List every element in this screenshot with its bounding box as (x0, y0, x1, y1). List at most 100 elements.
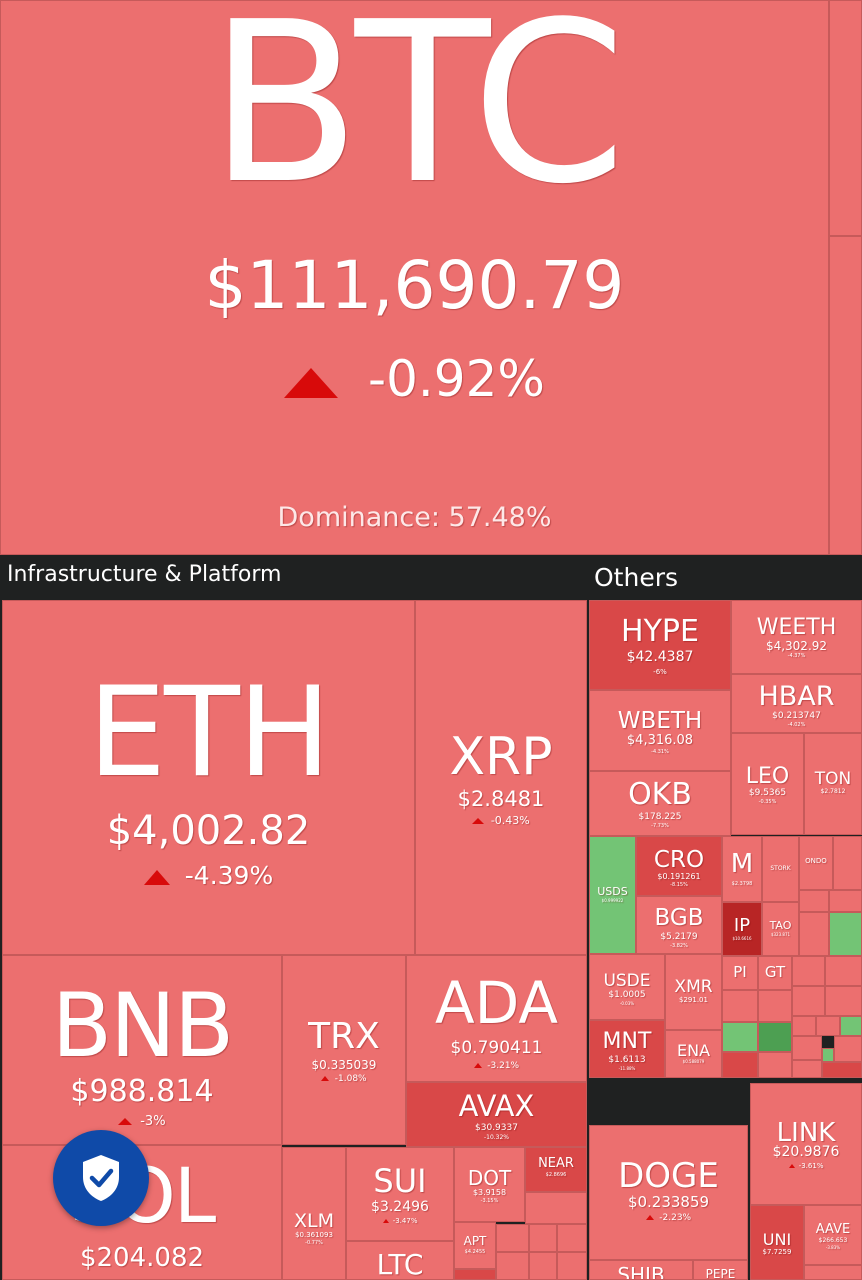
tile-infra-s2[interactable] (496, 1224, 529, 1252)
tile-small-a[interactable] (829, 0, 862, 236)
tile-infra-s8[interactable] (454, 1269, 496, 1280)
tile-other-s8[interactable] (722, 990, 758, 1022)
tile-other-s14[interactable] (792, 1016, 816, 1036)
avax-price: $30.9337 (475, 1123, 518, 1133)
tile-other-s15[interactable] (816, 1016, 840, 1036)
tile-other-s18[interactable] (822, 1048, 834, 1062)
link-symbol: LINK (776, 1118, 836, 1148)
tile-other-s20[interactable] (722, 1052, 758, 1078)
tile-other-s6[interactable] (792, 956, 825, 986)
tao-tile[interactable]: TAO $323.871 (762, 902, 799, 956)
ada-tile[interactable]: ADA $0.790411 -3.21% (406, 955, 587, 1082)
tile-infra-s4[interactable] (557, 1224, 587, 1252)
uni-tile[interactable]: UNI $7.7259 (750, 1205, 804, 1280)
avax-tile[interactable]: AVAX $30.9337 -10.32% (406, 1082, 587, 1147)
weeth-tile[interactable]: WEETH $4,302.92 -4.37% (731, 600, 862, 674)
tile-infra-s1[interactable] (525, 1192, 587, 1224)
ondo-tile[interactable]: ONDO (799, 836, 833, 890)
ena-tile[interactable]: ENA $0.588079 (665, 1030, 722, 1078)
leo-tile[interactable]: LEO $9.5365 -0.35% (731, 733, 804, 835)
sui-change: -3.47% (347, 1217, 453, 1226)
tile-other-s1[interactable] (833, 836, 862, 890)
hbar-symbol: HBAR (758, 681, 835, 712)
usds-tile[interactable]: USDS $0.999922 (589, 836, 636, 954)
tile-other-s24[interactable] (804, 1265, 862, 1280)
trx-price: $0.335039 (311, 1058, 377, 1072)
tile-other-s7[interactable] (825, 956, 862, 986)
trx-tile[interactable]: TRX $0.335039 -1.08% (282, 955, 406, 1145)
tile-other-s21[interactable] (758, 1052, 792, 1078)
cro-tile[interactable]: CRO $0.191261 -8.15% (636, 836, 722, 896)
down-arrow-icon (382, 1219, 389, 1223)
doge-tile[interactable]: DOGE $0.233859 -2.23% (589, 1125, 748, 1260)
tile-other-s22[interactable] (792, 1060, 822, 1078)
dot-tile[interactable]: DOT $3.9158 -3.15% (454, 1147, 525, 1222)
okb-tile[interactable]: OKB $178.225 -7.73% (589, 771, 731, 836)
usde-tile[interactable]: USDE $1.0005 -0.03% (589, 954, 665, 1020)
sui-tile[interactable]: SUI $3.2496 -3.47% (346, 1147, 454, 1241)
bnb-price: $988.814 (70, 1074, 214, 1109)
usds-price: $0.999922 (601, 898, 624, 903)
gt-tile[interactable]: GT (758, 956, 792, 990)
xmr-symbol: XMR (674, 977, 713, 997)
tile-other-s13[interactable] (758, 1022, 792, 1052)
mnt-tile[interactable]: MNT $1.6113 -11.88% (589, 1020, 665, 1078)
tile-infra-s6[interactable] (529, 1252, 557, 1280)
tile-other-s2[interactable] (799, 890, 829, 912)
tile-other-s23[interactable] (822, 1062, 862, 1078)
aave-tile[interactable]: AAVE $266.653 -3.83% (804, 1205, 862, 1265)
security-badge-button[interactable] (53, 1130, 149, 1226)
apt-tile[interactable]: APT $4.2455 (454, 1222, 496, 1269)
tao-price: $323.871 (770, 932, 791, 937)
shib-tile[interactable]: SHIB (589, 1260, 693, 1280)
near-tile[interactable]: NEAR $2.8696 (525, 1147, 587, 1192)
ltc-tile[interactable]: LTC (346, 1241, 454, 1280)
wbeth-tile[interactable]: WBETH $4,316.08 -4.31% (589, 690, 731, 771)
pepe-tile[interactable]: PEPE (693, 1260, 748, 1280)
pi-tile[interactable]: PI (722, 956, 758, 990)
tile-other-s4[interactable] (799, 912, 829, 956)
pi-symbol: PI (733, 963, 747, 981)
tile-infra-s7[interactable] (557, 1252, 587, 1280)
ton-tile[interactable]: TON $2.7812 (804, 733, 862, 835)
m-tile[interactable]: M $2.3798 (722, 836, 762, 902)
eth-tile[interactable]: ETH $4,002.82 -4.39% (2, 600, 415, 955)
xlm-price: $0.361093 (295, 1231, 333, 1239)
down-arrow-icon (645, 1215, 654, 1220)
stork-symbol: STORK (770, 865, 791, 872)
near-price: $2.8696 (545, 1172, 567, 1178)
bnb-tile[interactable]: BNB $988.814 -3% (2, 955, 282, 1145)
tile-other-s12[interactable] (722, 1022, 758, 1052)
bnb-change: -3% (3, 1114, 281, 1130)
hype-tile[interactable]: HYPE $42.4387 -6% (589, 600, 731, 690)
ip-tile[interactable]: IP $10.6616 (722, 902, 762, 956)
xlm-tile[interactable]: XLM $0.361093 -0.77% (282, 1147, 346, 1280)
xmr-tile[interactable]: XMR $291.01 (665, 954, 722, 1030)
btc-tile[interactable]: BTC $111,690.79 -0.92% Dominance: 57.48% (0, 0, 829, 555)
tile-infra-s5[interactable] (496, 1252, 529, 1280)
sui-symbol: SUI (373, 1162, 427, 1200)
tile-other-s19[interactable] (834, 1036, 862, 1062)
uni-symbol: UNI (762, 1230, 792, 1249)
tile-other-s17[interactable] (792, 1036, 822, 1060)
tile-infra-s3[interactable] (529, 1224, 557, 1252)
hbar-tile[interactable]: HBAR $0.213747 -4.02% (731, 674, 862, 733)
stork-tile[interactable]: STORK (762, 836, 799, 902)
tile-other-s10[interactable] (792, 986, 825, 1016)
tile-other-s3[interactable] (829, 890, 862, 912)
doge-symbol: DOGE (618, 1156, 719, 1196)
bgb-tile[interactable]: BGB $5.2179 -3.82% (636, 896, 722, 954)
xlm-symbol: XLM (294, 1210, 334, 1232)
link-tile[interactable]: LINK $20.9876 -3.61% (750, 1083, 862, 1205)
wbeth-change: -4.31% (651, 749, 669, 755)
section-infra-label: Infrastructure & Platform (7, 562, 282, 587)
tile-other-s16[interactable] (840, 1016, 862, 1036)
usds-symbol: USDS (597, 885, 628, 898)
tile-small-b[interactable] (829, 236, 862, 555)
tile-other-s11[interactable] (825, 986, 862, 1016)
tile-other-s5[interactable] (829, 912, 862, 956)
leo-symbol: LEO (745, 764, 790, 789)
tile-other-s9[interactable] (758, 990, 792, 1022)
mnt-price: $1.6113 (608, 1055, 646, 1065)
xrp-tile[interactable]: XRP $2.8481 -0.43% (415, 600, 587, 955)
